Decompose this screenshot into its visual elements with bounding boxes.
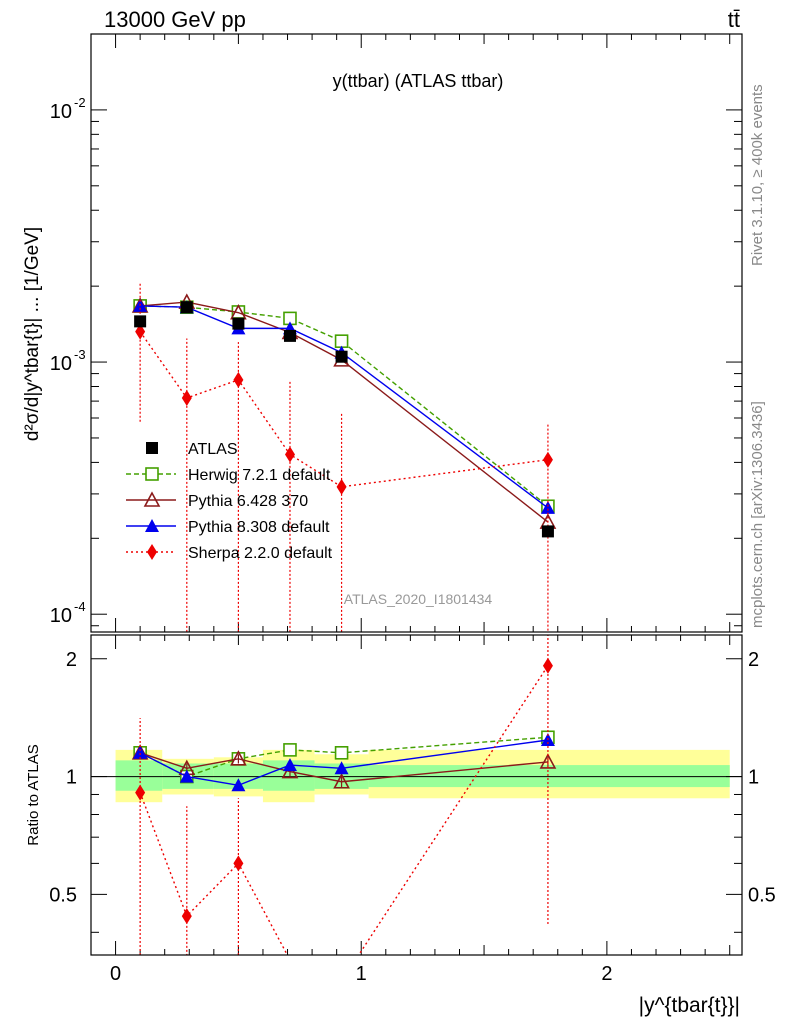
point-sherpa-2-2-0-default xyxy=(284,446,295,463)
x-tick-label: 2 xyxy=(601,963,612,985)
line-pythia-6-428-370 xyxy=(140,301,549,523)
ratio-point-herwig-7-2-1-default xyxy=(283,743,297,757)
analysis-watermark: ATLAS_2020_I1801434 xyxy=(344,591,493,607)
point-sherpa-2-2-0-default xyxy=(336,478,347,495)
ratio-axis-label: Ratio to ATLAS xyxy=(25,744,42,845)
x-tick-label: 0 xyxy=(110,963,121,985)
main-series-layer xyxy=(131,281,557,632)
x-tick-label: 1 xyxy=(356,963,367,985)
point-atlas xyxy=(134,315,147,328)
ratio-point-sherpa-2-2-0-default xyxy=(181,908,192,925)
point-herwig-7-2-1-default xyxy=(334,334,349,348)
y-tick-label: 10 -2 xyxy=(50,95,86,123)
point-atlas xyxy=(541,525,554,538)
legend-label-herwig-7-2-1-default: Herwig 7.2.1 default xyxy=(188,467,331,484)
legend-label-atlas: ATLAS xyxy=(188,441,238,458)
ratio-tick-label-right: 2 xyxy=(748,649,759,671)
ratio-tick-label: 1 xyxy=(66,767,77,789)
ratio-tick-label-right: 0.5 xyxy=(748,884,776,906)
ratio-point-sherpa-2-2-0-default xyxy=(233,855,244,872)
rivet-label: Rivet 3.1.10, ≥ 400k events xyxy=(749,84,766,266)
x-axis-label: |y^{tbar{t}}| xyxy=(639,994,740,1017)
point-pythia-8-308-default xyxy=(540,500,555,514)
svg-text:-3: -3 xyxy=(74,347,86,362)
legend-marker-atlas xyxy=(146,442,158,454)
point-sherpa-2-2-0-default xyxy=(181,390,192,407)
line-herwig-7-2-1-default xyxy=(140,305,549,507)
ratio-tick-label: 0.5 xyxy=(49,884,77,906)
ratio-point-pythia-8-308-default xyxy=(133,745,148,759)
axes: 0 1 210-410-310 -20.5 0.51 12 2 xyxy=(49,33,776,985)
point-atlas xyxy=(180,301,193,314)
ratio-point-herwig-7-2-1-default xyxy=(334,746,349,760)
legend-marker-sherpa-2-2-0-default xyxy=(147,544,157,560)
ratio-line-sherpa-2-2-0-default xyxy=(139,665,549,955)
svg-text:10: 10 xyxy=(50,353,72,375)
ratio-point-pythia-6-428-370 xyxy=(333,773,350,789)
point-sherpa-2-2-0-default xyxy=(135,323,146,340)
legend-marker-pythia-6-428-370 xyxy=(143,491,161,507)
y-axis-label: d²σ/d|y^tbar{t}| ... [1/GeV] xyxy=(22,227,43,441)
svg-text:10: 10 xyxy=(50,101,72,123)
ratio-plot-frame xyxy=(90,634,743,956)
y-tick-label: 10 -3 xyxy=(50,347,86,375)
legend-label-pythia-8-308-default: Pythia 8.308 default xyxy=(188,519,330,536)
ratio-point-sherpa-2-2-0-default xyxy=(135,784,146,801)
ratio-point-sherpa-2-2-0-default xyxy=(542,657,553,674)
ratio-point-pythia-8-308-default xyxy=(282,758,297,772)
ratio-tick-label-right: 1 xyxy=(748,767,759,789)
point-sherpa-2-2-0-default xyxy=(542,451,553,468)
point-sherpa-2-2-0-default xyxy=(233,371,244,388)
line-pythia-8-308-default xyxy=(140,305,549,509)
legend: ATLAS Herwig 7.2.1 default Pythia 6.428 37… xyxy=(126,441,333,562)
point-atlas xyxy=(283,329,296,342)
main-plot-frame xyxy=(90,33,743,633)
ratio-point-pythia-6-428-370 xyxy=(230,750,247,766)
point-atlas xyxy=(232,317,245,330)
ratio-band-green xyxy=(115,760,163,791)
ratio-line-pythia-8-308-default xyxy=(139,739,549,787)
line-sherpa-2-2-0-default xyxy=(139,331,549,488)
svg-text:10: 10 xyxy=(50,605,72,627)
ratio-point-pythia-8-308-default xyxy=(231,778,246,792)
legend-label-pythia-6-428-370: Pythia 6.428 370 xyxy=(188,493,308,510)
svg-text:-2: -2 xyxy=(74,95,86,110)
svg-text:-4: -4 xyxy=(74,599,86,614)
point-atlas xyxy=(335,350,348,363)
plot-title: y(ttbar) (ATLAS ttbar) xyxy=(333,71,504,91)
y-tick-label: 10 -4 xyxy=(50,599,86,627)
ratio-series-layer xyxy=(131,635,557,955)
ratio-line-pythia-6-428-370 xyxy=(139,752,548,783)
process-label: tt̄ xyxy=(728,7,740,32)
ratio-point-pythia-8-308-default xyxy=(179,769,194,783)
legend-marker-pythia-8-308-default xyxy=(145,519,159,532)
ratio-point-pythia-8-308-default xyxy=(334,761,349,775)
ratio-tick-label: 2 xyxy=(66,649,77,671)
mcplots-label: mcplots.cern.ch [arXiv:1306.3436] xyxy=(749,401,766,628)
legend-label-sherpa-2-2-0-default: Sherpa 2.2.0 default xyxy=(188,545,333,562)
energy-label: 13000 GeV pp xyxy=(104,7,246,32)
legend-marker-herwig-7-2-1-default xyxy=(145,467,159,481)
